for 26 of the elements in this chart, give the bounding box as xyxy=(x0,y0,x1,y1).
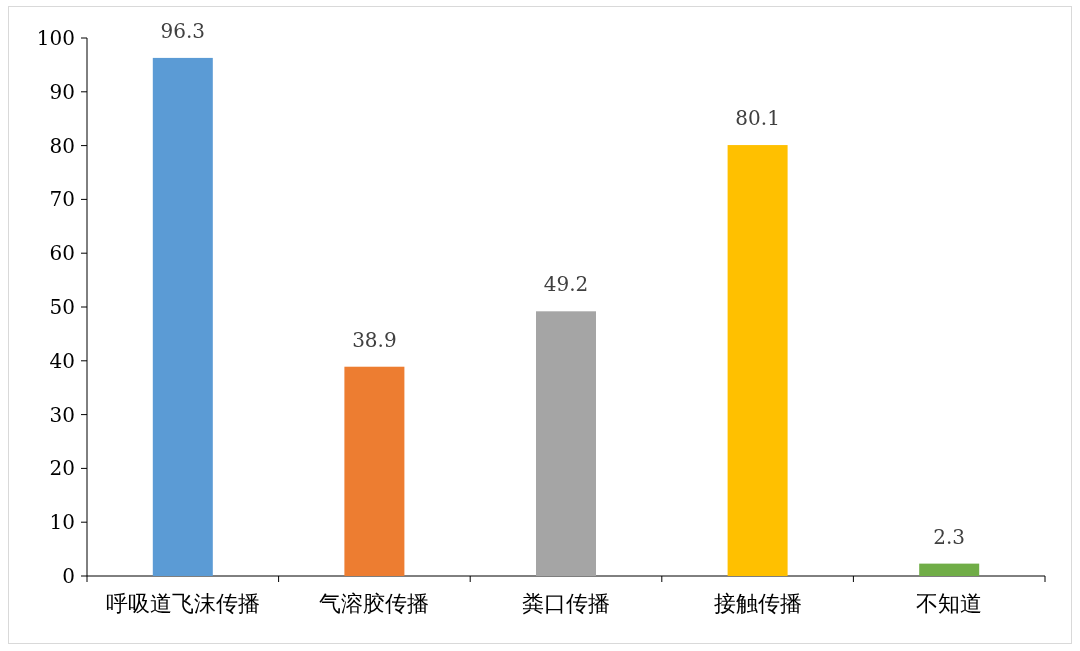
x-tick-label: 气溶胶传播 xyxy=(319,591,430,616)
y-tick-label: 0 xyxy=(62,564,75,588)
y-tick-label: 30 xyxy=(49,402,75,427)
data-label: 96.3 xyxy=(160,18,206,43)
y-tick-label: 100 xyxy=(36,26,75,50)
data-label: 38.9 xyxy=(352,327,397,352)
y-tick-label: 90 xyxy=(49,79,75,104)
data-label: 80.1 xyxy=(735,106,780,131)
bar xyxy=(344,366,405,576)
y-tick-label: 20 xyxy=(49,456,75,481)
data-label: 2.3 xyxy=(933,524,966,549)
bar xyxy=(152,57,213,576)
y-tick-label: 70 xyxy=(49,187,75,212)
y-tick-label: 50 xyxy=(49,295,75,319)
data-label: 49.2 xyxy=(543,272,589,297)
x-tick-label: 不知道 xyxy=(916,591,983,616)
bar xyxy=(919,563,980,576)
x-tick-label: 呼吸道飞沫传播 xyxy=(105,591,260,616)
bar xyxy=(536,311,596,576)
y-tick-label: 10 xyxy=(49,510,75,535)
x-tick-label: 粪口传播 xyxy=(522,591,610,616)
x-tick-label: 接触传播 xyxy=(713,591,802,616)
y-tick-label: 60 xyxy=(49,241,75,266)
y-tick-label: 80 xyxy=(49,133,75,158)
bar xyxy=(727,145,788,576)
y-tick-label: 40 xyxy=(49,348,75,373)
